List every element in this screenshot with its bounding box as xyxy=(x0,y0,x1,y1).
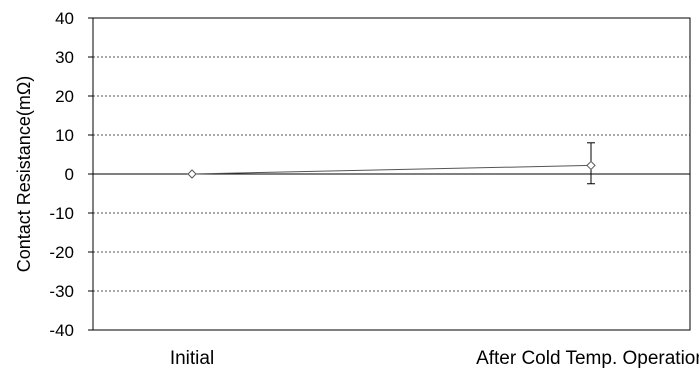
y-tick-label: -10 xyxy=(49,204,74,223)
x-category-label: After Cold Temp. Operation xyxy=(476,348,699,368)
data-point-marker xyxy=(586,160,596,171)
y-tick-label: 20 xyxy=(55,87,74,106)
y-tick-label: 40 xyxy=(55,9,74,28)
grid-layer xyxy=(93,56,690,292)
y-axis-title: Contact Resistance(mΩ) xyxy=(14,76,34,273)
y-tick-label: -40 xyxy=(49,321,74,340)
x-axis-labels: Initial After Cold Temp. Operation xyxy=(170,348,699,368)
x-category-label: Initial xyxy=(170,348,214,368)
y-tick-label: -30 xyxy=(49,282,74,301)
y-tick-label: 0 xyxy=(65,165,74,184)
series-line xyxy=(191,164,592,175)
y-tick-label: -20 xyxy=(49,243,74,262)
y-tick-label: 10 xyxy=(55,126,74,145)
y-axis-ticks: -40 -30 -20 -10 0 10 20 30 40 xyxy=(49,9,93,340)
y-tick-label: 30 xyxy=(55,48,74,67)
series-layer xyxy=(187,142,596,185)
data-point-marker xyxy=(187,169,197,179)
